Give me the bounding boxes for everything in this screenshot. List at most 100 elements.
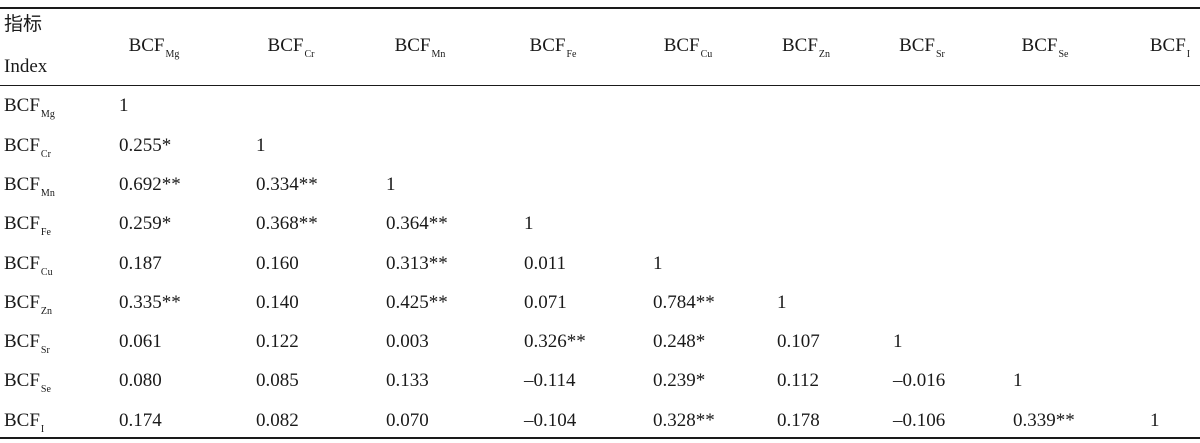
column-header-mn: BCFMn [395, 35, 446, 60]
table-cell: 1 [1013, 370, 1023, 391]
table-cell: 0.082 [256, 410, 299, 431]
table-cell: 1 [1150, 410, 1160, 431]
column-header-fe-subscript: Fe [566, 49, 577, 60]
row-label-se-subscript: Se [40, 384, 51, 395]
table-cell: 0.334** [256, 174, 318, 195]
column-header-sr-base: BCF [899, 35, 935, 56]
row-label-sr-subscript: Sr [40, 345, 50, 356]
column-header-i: BCFI [1150, 35, 1190, 60]
table-cell: 0.784** [653, 292, 715, 313]
table-cell: 0.425** [386, 292, 448, 313]
table-cell: 0.364** [386, 213, 448, 234]
column-header-mn-base: BCF [394, 35, 431, 56]
table-cell: 0.187 [119, 253, 162, 274]
table-cell: 1 [256, 135, 266, 156]
table-cell: 1 [386, 174, 396, 195]
row-label-i-subscript: I [40, 424, 45, 435]
table-cell: 0.313** [386, 253, 448, 274]
row-label-sr-base: BCF [4, 331, 40, 352]
column-header-fe: BCFFe [530, 35, 577, 60]
row-label-zn-subscript: Zn [40, 306, 53, 317]
row-label-fe: BCFFe [4, 213, 51, 238]
table-cell: 0.122 [256, 331, 299, 352]
column-header-i-subscript: I [1186, 49, 1191, 60]
row-label-sr: BCFSr [4, 331, 50, 356]
table-cell: 0.339** [1013, 410, 1075, 431]
column-header-cu: BCFCu [664, 35, 713, 60]
table-cell: –0.104 [524, 410, 577, 431]
column-header-zn-subscript: Zn [818, 49, 831, 60]
row-label-mn-base: BCF [4, 174, 40, 195]
row-label-zn-base: BCF [4, 292, 40, 313]
column-header-se-subscript: Se [1058, 49, 1069, 60]
row-label-se: BCFSe [4, 370, 51, 395]
stub-header-english: Index [4, 56, 48, 77]
table-cell: 0.335** [119, 292, 181, 313]
row-label-cr: BCFCr [4, 135, 51, 160]
column-header-sr: BCFSr [899, 35, 945, 60]
row-label-cr-base: BCF [4, 135, 40, 156]
column-header-mg-subscript: Mg [165, 49, 180, 60]
column-header-mn-subscript: Mn [431, 49, 446, 60]
row-label-i: BCFI [4, 410, 44, 435]
table-cell: 0.080 [119, 370, 162, 391]
table-cell: 0.003 [386, 331, 429, 352]
table-cell: 0.174 [119, 410, 162, 431]
column-header-i-base: BCF [1149, 35, 1186, 56]
table-cell: 0.070 [386, 410, 429, 431]
table-cell: 1 [893, 331, 903, 352]
table-cell: 0.368** [256, 213, 318, 234]
table-cell: 1 [653, 253, 663, 274]
table-cell: 0.085 [256, 370, 299, 391]
table-cell: 0.112 [777, 370, 820, 391]
row-label-cr-subscript: Cr [40, 149, 51, 160]
row-label-mg-subscript: Mg [40, 109, 55, 120]
table-top-rule [0, 7, 1200, 9]
table-cell: 0.140 [256, 292, 299, 313]
table-cell: 1 [119, 95, 129, 116]
table-cell: 0.061 [119, 331, 162, 352]
column-header-cr: BCFCr [268, 35, 315, 60]
column-header-zn: BCFZn [782, 35, 830, 60]
row-label-mn-subscript: Mn [40, 188, 55, 199]
row-label-cu-base: BCF [4, 253, 40, 274]
column-header-se: BCFSe [1022, 35, 1069, 60]
table-cell: 0.107 [777, 331, 820, 352]
row-label-fe-subscript: Fe [40, 227, 51, 238]
column-header-cu-base: BCF [663, 35, 700, 56]
table-cell: –0.016 [893, 370, 946, 391]
column-header-sr-subscript: Sr [936, 49, 945, 60]
table-cell: 0.071 [524, 292, 567, 313]
column-header-mg: BCFMg [129, 35, 180, 60]
table-cell: 0.255* [119, 135, 172, 156]
row-label-zn: BCFZn [4, 292, 52, 317]
table-cell: –0.106 [893, 410, 946, 431]
table-bottom-rule [0, 437, 1200, 439]
table-cell: 1 [777, 292, 787, 313]
row-label-se-base: BCF [4, 370, 40, 391]
table-cell: 0.259* [119, 213, 172, 234]
stub-header-chinese: 指标 [4, 14, 43, 35]
column-header-cu-subscript: Cu [700, 49, 713, 60]
table-cell: –0.114 [524, 370, 576, 391]
column-header-cr-base: BCF [267, 35, 304, 56]
row-label-i-base: BCF [4, 410, 40, 431]
column-header-zn-base: BCF [781, 35, 818, 56]
column-header-mg-base: BCF [128, 35, 165, 56]
table-cell: 0.692** [119, 174, 181, 195]
row-label-mg: BCFMg [4, 95, 55, 120]
table-cell: 0.160 [256, 253, 299, 274]
row-label-cu: BCFCu [4, 253, 53, 278]
row-label-mg-base: BCF [4, 95, 40, 116]
table-cell: 0.326** [524, 331, 586, 352]
column-header-cr-subscript: Cr [304, 49, 315, 60]
table-cell: 1 [524, 213, 534, 234]
row-label-fe-base: BCF [4, 213, 40, 234]
table-cell: 0.239* [653, 370, 706, 391]
row-label-mn: BCFMn [4, 174, 55, 199]
table-cell: 0.133 [386, 370, 429, 391]
table-header-rule [0, 85, 1200, 86]
column-header-fe-base: BCF [529, 35, 566, 56]
table-cell: 0.248* [653, 331, 706, 352]
table-cell: 0.178 [777, 410, 820, 431]
